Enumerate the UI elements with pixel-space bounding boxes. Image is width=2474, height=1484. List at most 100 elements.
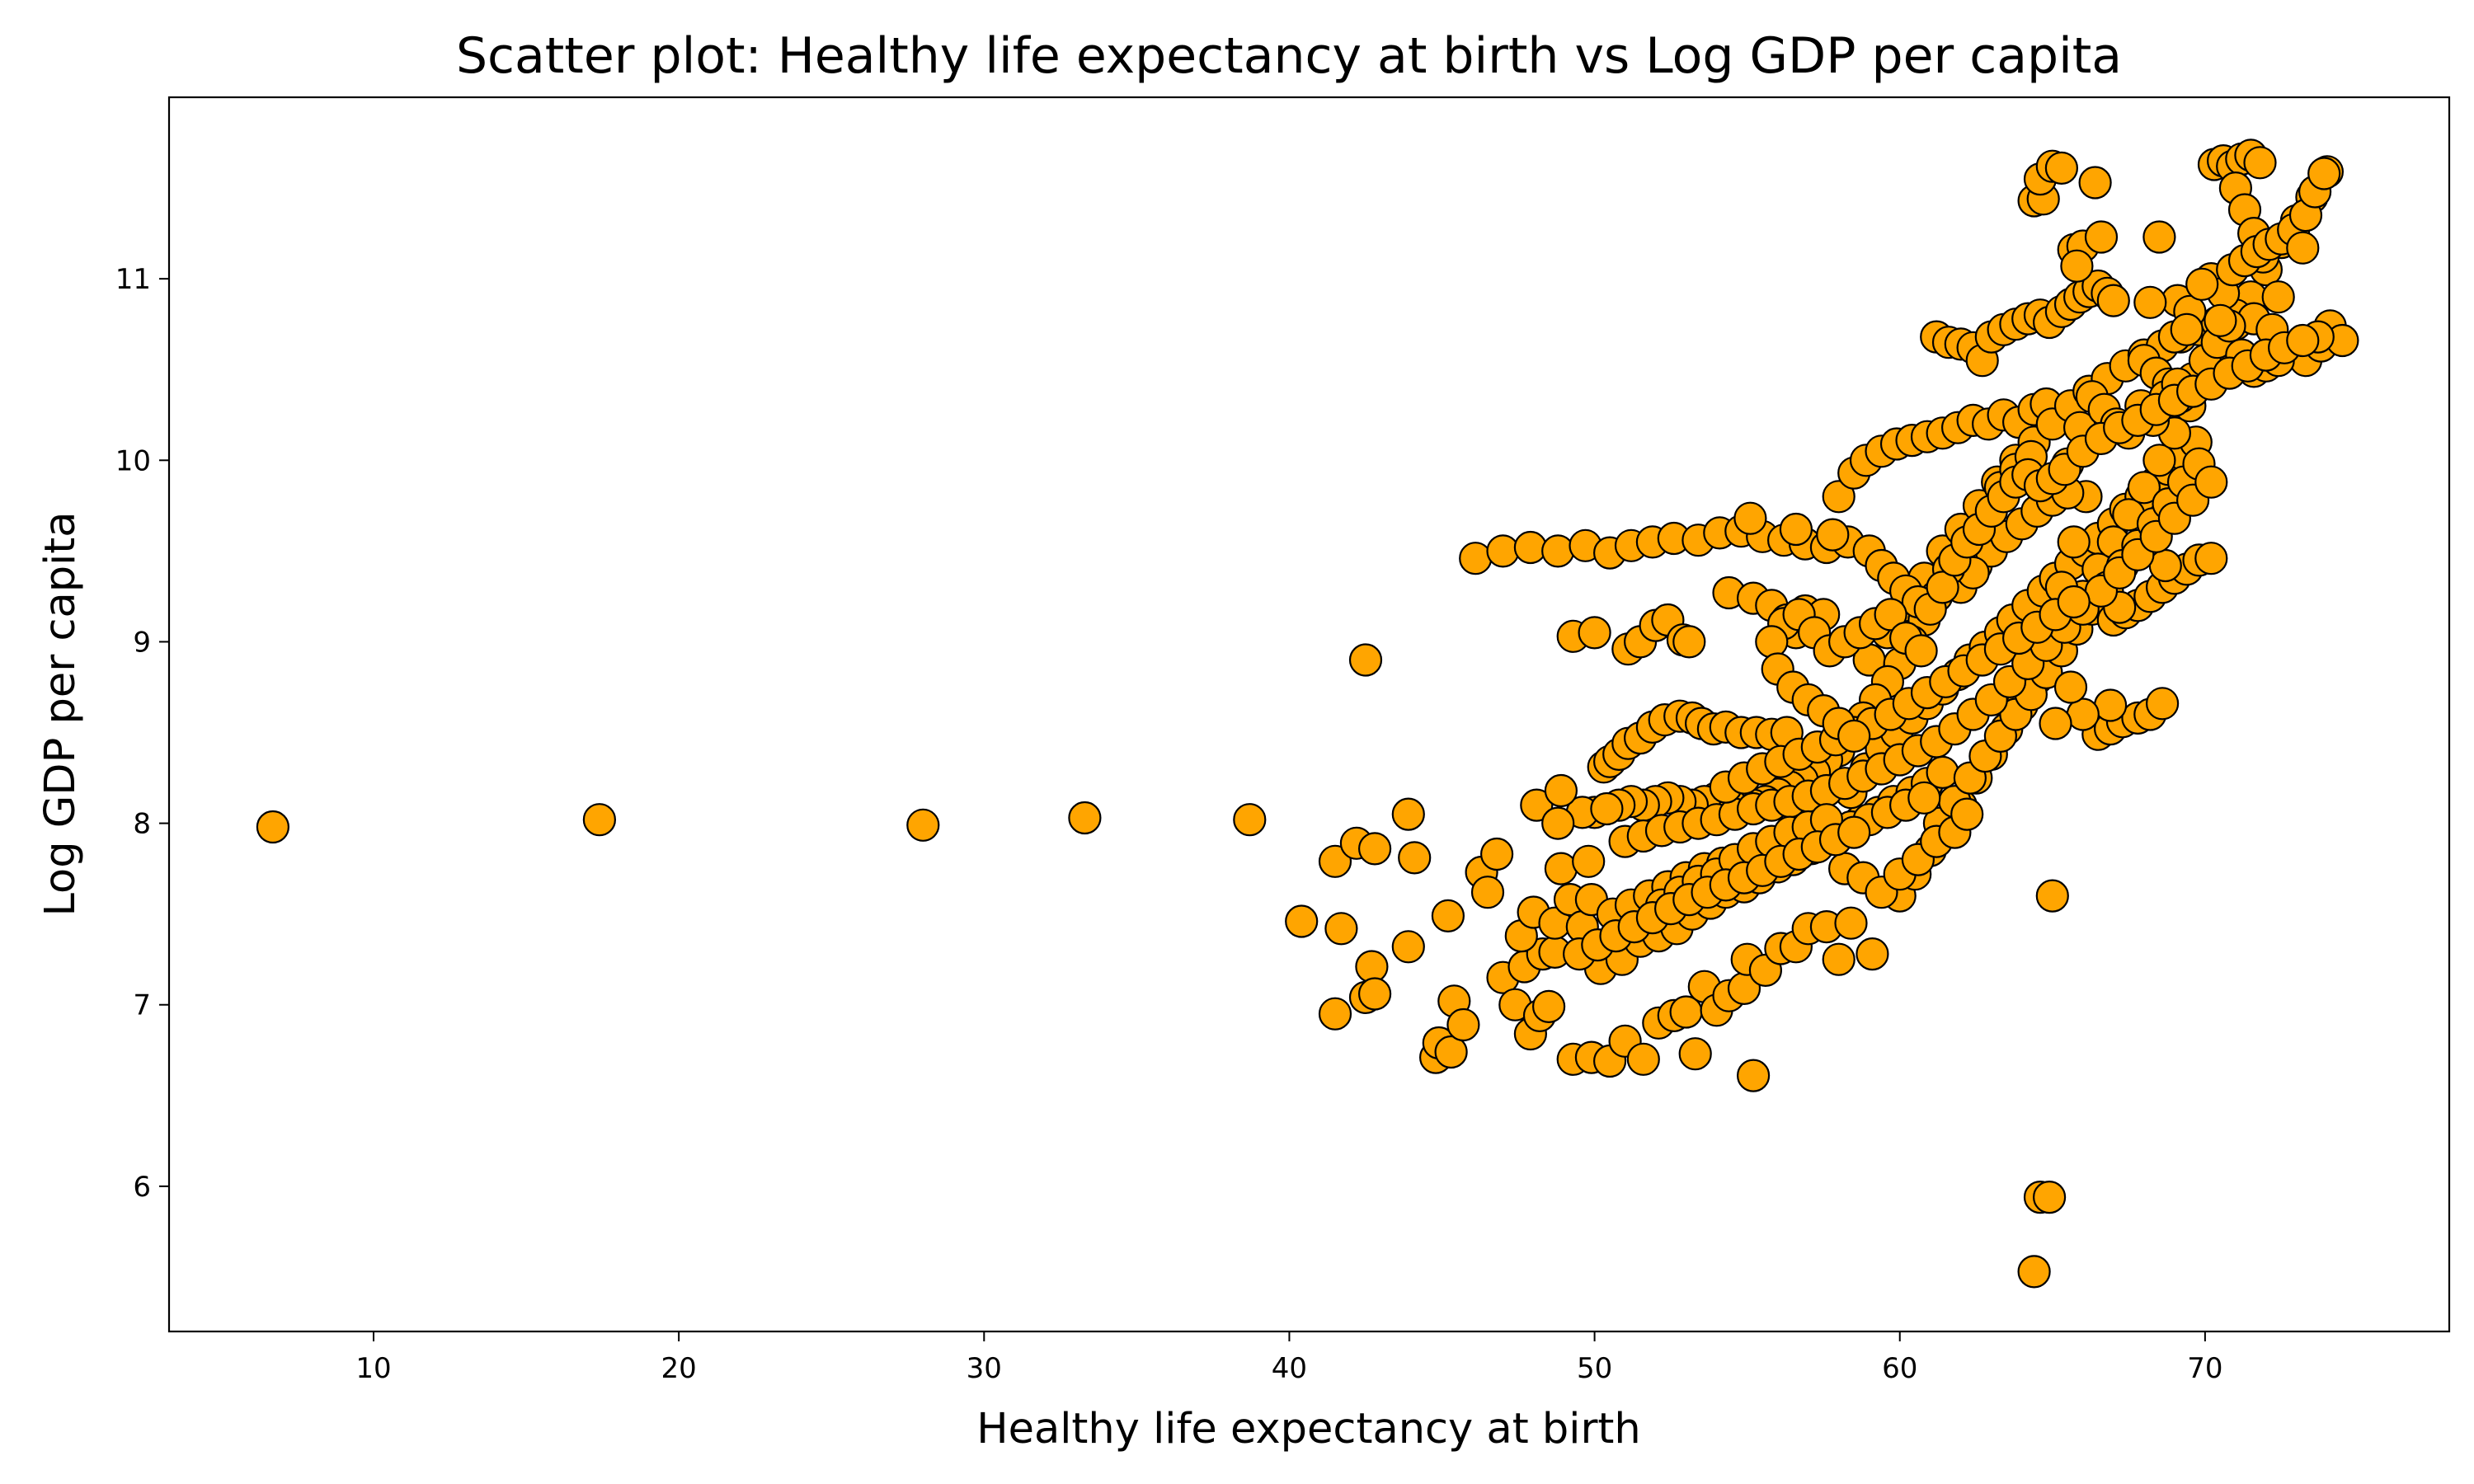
- data-point: [906, 808, 940, 842]
- data-point: [1479, 837, 1514, 871]
- data-point: [1904, 634, 1938, 668]
- data-point: [1068, 801, 1102, 835]
- data-point: [1391, 797, 1425, 831]
- x-axis-ticks: 10 20 30 40 50 60 70: [355, 1331, 2223, 1385]
- x-tick-label: 50: [1577, 1352, 1612, 1385]
- data-point: [582, 803, 617, 837]
- data-point: [2148, 548, 2182, 583]
- data-point: [1672, 625, 1706, 659]
- data-point: [1398, 841, 1432, 875]
- data-point: [2127, 471, 2161, 505]
- data-point: [1544, 852, 1578, 885]
- data-point: [1874, 598, 1907, 632]
- data-point: [2057, 585, 2091, 619]
- x-tick-label: 20: [661, 1352, 697, 1385]
- data-point: [1755, 625, 1789, 659]
- data-point: [2039, 707, 2072, 740]
- data-point: [2142, 220, 2176, 254]
- data-point: [2194, 542, 2228, 575]
- data-point: [1578, 616, 1611, 650]
- data-point: [2204, 303, 2237, 337]
- data-point: [1541, 534, 1575, 568]
- data-point: [256, 810, 289, 844]
- data-point: [2033, 1180, 2067, 1214]
- data-point: [1590, 791, 1624, 826]
- data-point: [1626, 1042, 1660, 1076]
- x-tick-label: 60: [1882, 1352, 1917, 1385]
- data-point: [1520, 788, 1554, 822]
- data-point: [1233, 803, 1267, 837]
- data-point: [1318, 997, 1352, 1031]
- data-point: [1816, 518, 1850, 552]
- data-point: [1513, 530, 1548, 565]
- data-point: [1856, 937, 1889, 971]
- y-tick-label: 7: [133, 989, 151, 1022]
- data-point: [2286, 323, 2320, 358]
- data-point: [1531, 989, 1566, 1024]
- data-point: [1285, 904, 1319, 938]
- y-tick-label: 8: [133, 808, 151, 841]
- x-axis-label: Healthy life expectancy at birth: [976, 1405, 1641, 1453]
- y-tick-label: 6: [133, 1171, 151, 1204]
- data-point: [2194, 465, 2228, 499]
- data-point: [2094, 688, 2128, 722]
- data-point: [2078, 166, 2112, 200]
- data-point: [2060, 249, 2094, 283]
- data-point: [2096, 284, 2130, 317]
- plot-frame: [167, 96, 2451, 1333]
- y-tick-label: 9: [133, 626, 151, 659]
- data-point: [1357, 977, 1392, 1011]
- points-layer: [256, 139, 2359, 1289]
- x-tick-label: 30: [967, 1352, 1002, 1385]
- data-point: [1822, 942, 1856, 976]
- data-point: [1733, 501, 1767, 535]
- data-point: [1486, 534, 1520, 568]
- data-point: [2057, 525, 2091, 559]
- data-point: [1950, 797, 1984, 831]
- data-point: [1431, 899, 1465, 933]
- y-axis-ticks: 6 7 8 9 10 11: [115, 263, 169, 1204]
- data-point: [1357, 832, 1392, 866]
- data-point: [2307, 157, 2341, 190]
- data-point: [1446, 1007, 1480, 1042]
- data-point: [2142, 444, 2176, 477]
- data-point: [1318, 844, 1352, 878]
- y-axis-label: Log GDP per capita: [36, 511, 85, 916]
- data-point: [1391, 930, 1425, 964]
- data-point: [1837, 815, 1871, 849]
- data-point: [1324, 912, 1358, 946]
- data-point: [2133, 285, 2167, 319]
- data-point: [1434, 1035, 1468, 1069]
- x-tick-label: 40: [1272, 1352, 1307, 1385]
- data-point: [2261, 280, 2295, 314]
- x-tick-label: 70: [2187, 1352, 2222, 1385]
- data-point: [1779, 512, 1813, 547]
- data-point: [1572, 844, 1606, 878]
- data-point: [1541, 806, 1575, 840]
- data-point: [1470, 876, 1505, 909]
- data-point: [2017, 1255, 2051, 1289]
- data-point: [2243, 146, 2277, 180]
- data-point: [1737, 1059, 1771, 1092]
- data-point: [1678, 1037, 1712, 1071]
- data-point: [1544, 773, 1578, 808]
- chart-title: Scatter plot: Healthy life expectancy at…: [456, 27, 2122, 85]
- x-tick-label: 10: [355, 1352, 391, 1385]
- data-point: [1926, 571, 1959, 604]
- data-point: [2170, 312, 2204, 346]
- data-point: [2146, 687, 2180, 721]
- data-point: [2044, 151, 2078, 185]
- data-point: [1459, 542, 1493, 575]
- data-point: [1822, 480, 1856, 514]
- data-point: [2084, 220, 2119, 254]
- data-point: [2286, 231, 2320, 265]
- data-point: [1907, 781, 1941, 815]
- data-point: [1837, 719, 1871, 754]
- y-tick-label: 10: [115, 444, 151, 477]
- data-point: [1834, 906, 1868, 940]
- y-tick-label: 11: [115, 263, 151, 296]
- data-point: [2185, 267, 2219, 301]
- data-point: [2053, 670, 2088, 704]
